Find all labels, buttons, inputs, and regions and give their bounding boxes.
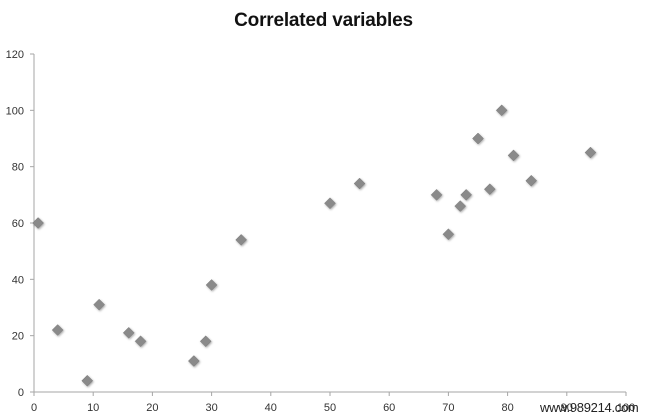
data-point-diamond <box>134 335 147 348</box>
watermark: www.989214.com <box>540 400 639 415</box>
data-points <box>32 104 597 387</box>
data-point-diamond <box>51 324 64 336</box>
data-point-diamond <box>205 279 218 291</box>
data-point-diamond <box>460 188 473 201</box>
x-tick-label: 20 <box>146 402 158 414</box>
data-point-diamond <box>584 146 597 159</box>
data-point-diamond <box>454 200 467 212</box>
data-point-diamond <box>122 326 135 339</box>
x-tick-label: 50 <box>324 402 336 414</box>
y-tick-label: 20 <box>12 331 24 343</box>
data-point-diamond <box>472 132 484 145</box>
y-tick-label: 40 <box>12 274 24 286</box>
data-point-diamond <box>32 217 44 229</box>
x-tick-label: 40 <box>265 402 277 414</box>
data-point-diamond <box>187 355 200 367</box>
y-tick-label: 80 <box>12 162 24 174</box>
data-point-diamond <box>442 228 455 241</box>
data-point-diamond <box>483 183 496 196</box>
x-tick-label: 60 <box>383 402 395 414</box>
x-tick-label: 10 <box>87 402 99 414</box>
y-tick-label: 100 <box>6 105 24 117</box>
data-point-diamond <box>495 104 508 117</box>
x-tick-label: 80 <box>501 402 513 414</box>
axes: 0 20 40 60 80 100 120 0 10 20 30 40 50 60 70 80 90 100 <box>6 49 636 414</box>
x-tick-label: 90 <box>561 402 573 414</box>
data-point-diamond <box>81 374 94 387</box>
y-tick-label: 120 <box>6 49 24 61</box>
data-point-diamond <box>199 335 212 348</box>
x-tick-label: 0 <box>31 402 37 414</box>
data-point-diamond <box>324 197 336 210</box>
data-point-diamond <box>93 298 105 311</box>
y-tick-label: 0 <box>18 387 24 399</box>
chart-title: Correlated variables <box>234 10 413 31</box>
data-point-diamond <box>525 174 538 187</box>
y-tick-label: 60 <box>12 218 24 230</box>
data-point-diamond <box>235 234 248 246</box>
x-tick-label: 30 <box>205 402 217 414</box>
data-point-diamond <box>507 149 520 162</box>
x-tick-label: 70 <box>442 402 454 414</box>
data-point-diamond <box>353 177 366 190</box>
x-tick-label: 100 <box>617 402 635 414</box>
data-point-diamond <box>430 188 443 201</box>
